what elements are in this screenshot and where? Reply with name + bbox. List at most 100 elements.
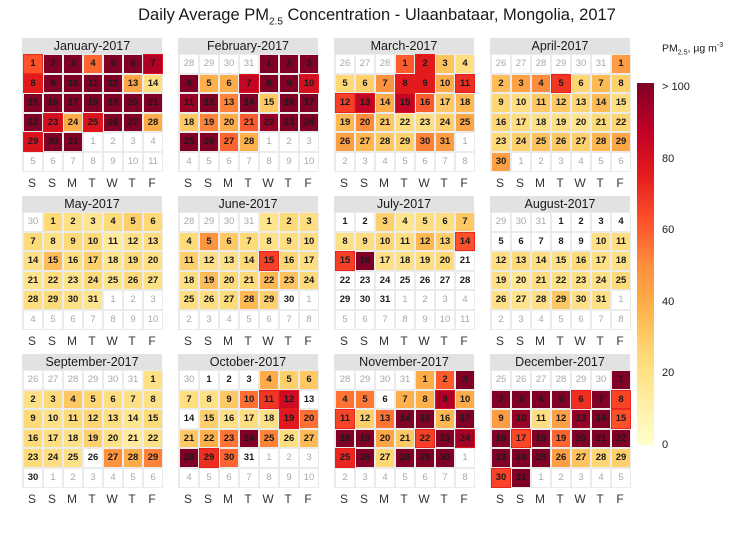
day-cell: 7 <box>531 231 551 252</box>
adjacent-month-day: 8 <box>299 310 319 330</box>
day-cell: 13 <box>375 409 395 429</box>
adjacent-month-day: 2 <box>279 132 299 152</box>
month-grid: 1 2 3 4 5 6 7 8 9 10 11 12 13 14 15 16 17 18 19 20 21 22 23 24 2… <box>334 212 475 330</box>
day-cell: 5 <box>279 370 299 390</box>
adjacent-month-day: 8 <box>611 310 631 330</box>
adjacent-month-day: 30 <box>219 54 239 74</box>
day-cell: 27 <box>143 270 163 291</box>
adjacent-month-day: 1 <box>531 468 551 488</box>
adjacent-month-day: 3 <box>199 310 219 330</box>
month-grid: 28 29 30 31 1 2 3 4 5 6 7 8 9 10 11 12 13 14 15 16 17 18 19 20 2… <box>178 212 319 330</box>
day-cell: 11 <box>179 93 199 113</box>
day-cell: 25 <box>531 132 551 152</box>
weekday-label: T <box>596 333 604 348</box>
day-cell: 3 <box>43 389 63 410</box>
day-cell: 20 <box>219 112 239 133</box>
day-cell: 28 <box>455 270 475 291</box>
legend-tick-label: 80 <box>662 152 675 165</box>
adjacent-month-day: 29 <box>551 54 571 74</box>
weekday-label: W <box>574 175 586 190</box>
day-cell: 13 <box>571 409 591 429</box>
day-cell: 24 <box>375 270 395 291</box>
day-cell: 15 <box>143 409 163 429</box>
day-cell: 8 <box>259 231 279 252</box>
month-header: March-2017 <box>334 38 474 54</box>
legend-colorbar <box>637 83 654 445</box>
day-cell: 17 <box>63 93 83 113</box>
weekday-label: W <box>106 333 118 348</box>
day-cell: 21 <box>239 270 259 291</box>
day-cell: 4 <box>335 389 355 410</box>
day-cell: 29 <box>143 448 163 468</box>
weekday-label: T <box>556 175 564 190</box>
day-cell: 12 <box>83 409 103 429</box>
day-cell: 16 <box>415 93 435 113</box>
day-cell: 4 <box>531 73 551 94</box>
month-grid: 26 27 28 1 2 3 4 5 6 7 8 9 10 11 12 13 14 15 16 17 18 19 20 21 2… <box>334 54 475 172</box>
day-cell: 28 <box>531 290 551 310</box>
day-cell: 3 <box>63 54 83 74</box>
weekday-label: S <box>495 333 504 348</box>
weekday-label: T <box>128 175 136 190</box>
weekday-label: W <box>574 333 586 348</box>
adjacent-month-day: 30 <box>103 370 123 390</box>
day-cell: 8 <box>199 389 219 410</box>
adjacent-month-day: 8 <box>259 152 279 172</box>
adjacent-month-day: 4 <box>179 152 199 172</box>
day-cell: 6 <box>299 370 319 390</box>
adjacent-month-day: 26 <box>511 370 531 390</box>
month-header: July-2017 <box>334 196 474 212</box>
day-cell: 23 <box>219 428 239 449</box>
adjacent-month-day: 1 <box>511 152 531 172</box>
day-cell: 24 <box>435 112 455 133</box>
month-header: October-2017 <box>178 354 318 370</box>
day-cell: 24 <box>239 428 259 449</box>
adjacent-month-day: 28 <box>375 54 395 74</box>
day-cell: 5 <box>415 212 435 232</box>
weekday-label: T <box>244 491 252 506</box>
day-cell: 16 <box>43 93 63 113</box>
day-cell: 18 <box>395 251 415 271</box>
weekday-label: T <box>284 175 292 190</box>
adjacent-month-day: 4 <box>103 468 123 488</box>
day-cell: 14 <box>375 93 395 113</box>
day-cell: 2 <box>491 389 511 410</box>
adjacent-month-day: 2 <box>335 468 355 488</box>
day-cell: 15 <box>199 409 219 429</box>
day-cell: 22 <box>143 428 163 449</box>
adjacent-month-day: 7 <box>435 468 455 488</box>
day-cell: 30 <box>219 448 239 468</box>
day-cell: 17 <box>83 251 103 271</box>
weekday-label: S <box>203 333 212 348</box>
day-cell: 24 <box>455 428 475 449</box>
day-cell: 13 <box>219 251 239 271</box>
month-panel: September-2017 26 27 28 29 30 31 1 2 3 4 5 6 7 8 9 10 11 1… <box>22 354 163 506</box>
adjacent-month-day: 5 <box>23 152 43 172</box>
weekday-label: S <box>27 491 36 506</box>
day-cell: 23 <box>63 270 83 291</box>
day-cell: 4 <box>259 370 279 390</box>
day-cell: 12 <box>279 389 299 410</box>
day-cell: 25 <box>259 428 279 449</box>
day-cell: 24 <box>63 112 83 133</box>
adjacent-month-day: 2 <box>491 310 511 330</box>
day-cell: 12 <box>355 409 375 429</box>
weekday-label: M <box>379 175 389 190</box>
day-cell: 11 <box>335 409 355 429</box>
day-cell: 29 <box>395 132 415 152</box>
adjacent-month-day: 25 <box>491 370 511 390</box>
day-cell: 23 <box>279 270 299 291</box>
day-cell: 22 <box>611 112 631 133</box>
day-cell: 15 <box>611 409 631 429</box>
day-cell: 9 <box>571 231 591 252</box>
day-cell: 17 <box>435 93 455 113</box>
weekday-label: F <box>616 333 624 348</box>
day-cell: 25 <box>179 290 199 310</box>
day-cell: 17 <box>511 112 531 133</box>
day-cell: 14 <box>239 251 259 271</box>
weekday-label: M <box>535 333 545 348</box>
weekday-label: S <box>359 175 368 190</box>
adjacent-month-day: 9 <box>279 152 299 172</box>
day-cell: 25 <box>335 448 355 468</box>
